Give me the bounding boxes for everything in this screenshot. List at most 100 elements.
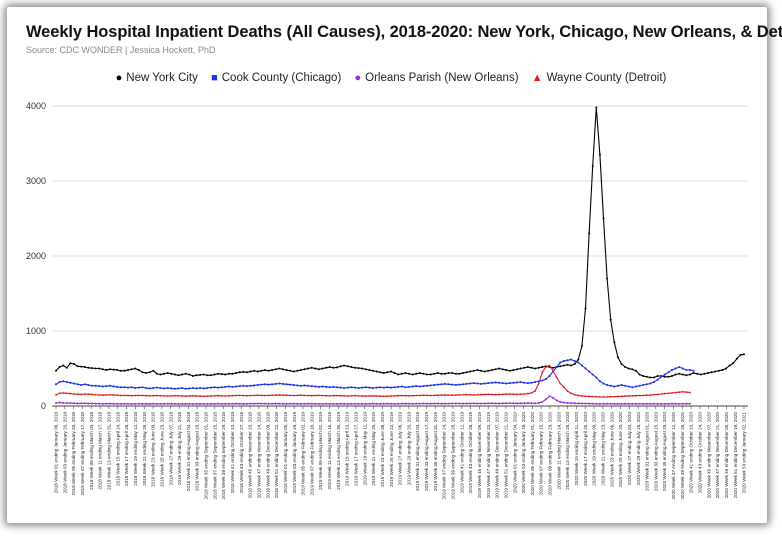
data-point — [570, 358, 572, 361]
data-point — [292, 384, 295, 386]
data-point — [487, 369, 490, 372]
data-point — [505, 369, 508, 371]
data-point — [645, 394, 648, 396]
data-point — [112, 385, 115, 388]
data-point — [685, 402, 688, 405]
data-point — [246, 385, 248, 388]
x-tick-label: 2020 Week 05 ending February 01, 2020 — [530, 412, 535, 496]
data-point — [663, 375, 666, 378]
data-point — [667, 402, 670, 405]
x-tick-label: 2020 Week 01 ending January 04, 2020 — [512, 412, 517, 494]
series-line-1 — [55, 358, 694, 390]
data-point — [469, 402, 472, 405]
data-point — [505, 402, 508, 405]
data-point — [703, 372, 706, 375]
data-point — [90, 393, 94, 396]
data-point — [570, 402, 573, 405]
data-point — [199, 373, 202, 376]
data-point — [325, 394, 328, 397]
data-point — [652, 376, 655, 379]
data-point — [447, 393, 450, 396]
data-point — [714, 370, 717, 373]
data-point — [296, 369, 299, 372]
x-tick-label: 2018 Week 11 ending March 17, 2018 — [98, 412, 103, 490]
data-point — [91, 367, 94, 370]
data-point — [188, 402, 191, 405]
x-tick-label: 2020 Week 37 ending September 12, 2020 — [671, 412, 676, 500]
legend-item-new-york[interactable]: ● New York City — [116, 72, 198, 84]
data-point — [361, 394, 364, 397]
data-point — [357, 367, 360, 370]
data-point — [411, 385, 414, 388]
data-point — [541, 400, 544, 403]
x-tick-label: 2019 Week 07 ending February 16, 2019 — [309, 412, 314, 496]
legend-item-chicago[interactable]: ■ Cook County (Chicago) — [211, 72, 341, 84]
x-tick-label: 2018 Week 37 ending September 15, 2018 — [212, 412, 217, 500]
data-point — [591, 165, 594, 167]
data-point — [314, 367, 317, 370]
legend-item-new-orleans[interactable]: ● Orleans Parish (New Orleans) — [354, 72, 518, 84]
data-point — [116, 385, 119, 388]
data-point — [451, 372, 454, 374]
data-point — [512, 402, 515, 405]
data-point — [307, 402, 310, 405]
data-point — [706, 372, 709, 374]
data-point — [674, 402, 677, 405]
data-point — [595, 402, 598, 405]
data-point — [105, 402, 108, 405]
data-point — [105, 385, 108, 388]
data-point — [328, 394, 331, 397]
data-point — [321, 385, 324, 388]
data-point — [544, 398, 547, 401]
data-point — [199, 387, 201, 389]
data-point — [681, 390, 684, 393]
data-point — [642, 384, 645, 386]
data-point — [303, 384, 306, 387]
data-point — [332, 385, 335, 388]
data-point — [681, 402, 684, 405]
data-point — [458, 383, 461, 386]
data-point — [155, 394, 158, 397]
data-point — [469, 393, 472, 396]
data-point — [494, 381, 497, 384]
data-point — [534, 381, 536, 383]
legend-item-detroit[interactable]: ▲ Wayne County (Detroit) — [532, 72, 667, 84]
data-point — [98, 385, 101, 388]
data-point — [519, 402, 522, 405]
data-point — [332, 394, 335, 397]
data-point — [119, 386, 122, 389]
data-point — [688, 402, 691, 405]
x-tick-label: 2020 Week 39 ending September 26, 2020 — [680, 412, 685, 500]
data-point — [451, 402, 454, 405]
data-point — [544, 365, 547, 368]
data-point — [325, 385, 328, 388]
data-point — [155, 386, 158, 389]
data-point — [667, 371, 670, 374]
data-point — [620, 395, 623, 398]
data-point — [134, 402, 137, 405]
data-point — [263, 369, 266, 371]
data-point — [278, 393, 281, 396]
data-point — [717, 369, 720, 372]
data-point — [617, 384, 619, 387]
legend-label-chicago: Cook County (Chicago) — [221, 72, 342, 84]
data-point — [573, 363, 576, 365]
data-point — [739, 354, 742, 356]
data-point — [281, 393, 285, 396]
data-point — [494, 393, 497, 396]
data-point — [699, 373, 702, 376]
data-point — [177, 394, 180, 397]
x-tick-label: 2018 Week 07 ending February 17, 2018 — [80, 412, 85, 496]
data-point — [613, 395, 616, 398]
data-point — [627, 394, 630, 397]
data-point — [598, 395, 602, 398]
data-point — [109, 402, 112, 405]
data-point — [454, 384, 457, 386]
data-point — [569, 392, 573, 395]
data-point — [591, 373, 594, 376]
data-point — [627, 367, 630, 370]
data-point — [516, 381, 518, 384]
data-point — [501, 402, 504, 405]
data-point — [418, 402, 421, 405]
data-point — [389, 402, 392, 405]
